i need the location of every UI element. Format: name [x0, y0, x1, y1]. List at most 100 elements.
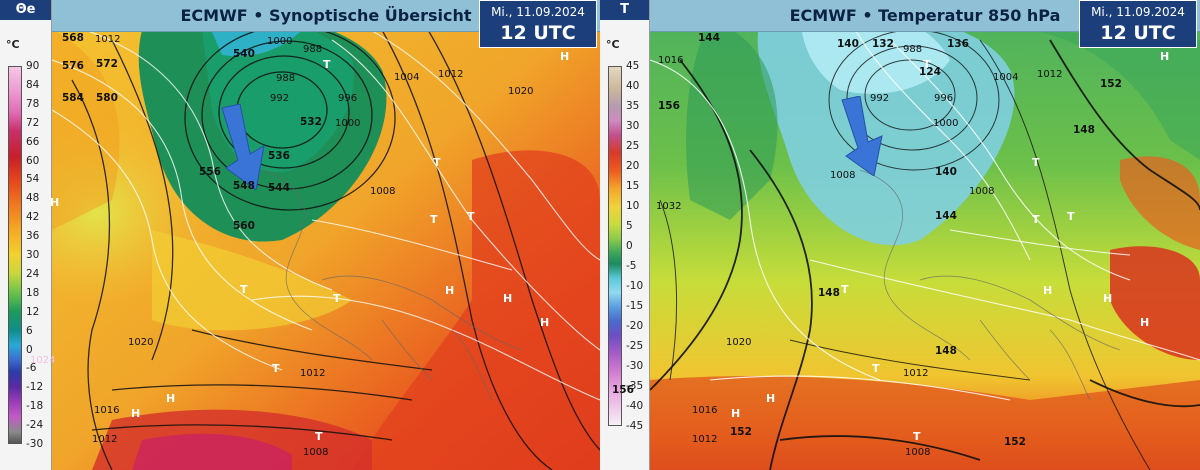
theta-e-scale: Θe °C 90 84 78 72 66 60 54 48 42 36 30 24 18 12 6 0 -6 -1…	[0, 0, 52, 470]
high-pressure-marker: H	[131, 407, 141, 420]
scale-tick-label: -18	[26, 400, 44, 413]
scale-tick-label: 30	[626, 120, 640, 132]
isobar-label: 1012	[300, 368, 326, 379]
geopotential-label: 536	[268, 150, 290, 162]
low-pressure-marker: T	[1067, 210, 1075, 223]
map-title: ECMWF • Synoptische Übersicht	[180, 6, 472, 25]
low-pressure-marker: T	[333, 292, 341, 305]
scale-tick-label: -20	[626, 320, 644, 332]
scale-tick-label: -30	[26, 438, 44, 450]
isobar-label: 988	[303, 44, 323, 55]
isobar-label: 996	[934, 93, 954, 104]
scale-tick-label: 30	[26, 249, 40, 261]
isobar-label: 1032	[656, 201, 682, 212]
low-pressure-marker: T	[315, 430, 323, 443]
geopotential-label: 152	[730, 426, 752, 438]
scale-tick-label: 5	[626, 220, 633, 232]
geopotential-label: 148	[1073, 124, 1095, 136]
scale-tick-label: -10	[626, 280, 644, 292]
high-pressure-marker: H	[445, 284, 455, 297]
isobar-label: 1000	[335, 118, 361, 129]
isobar-label: 1012	[1037, 69, 1063, 80]
low-pressure-marker: T	[240, 283, 248, 296]
scale-labels: 90 84 78 72 66 60 54 48 42 36 30 24 18 12 6 0 -6 -12 -18 -2…	[26, 60, 52, 450]
scale-tick-label: 36	[26, 230, 40, 243]
isobar-label: 992	[870, 93, 890, 104]
isobar-label: 1012	[95, 34, 121, 45]
geopotential-label: 544	[268, 182, 290, 194]
scale-tick-label: -5	[626, 260, 637, 272]
isobar-label: 1004	[394, 72, 420, 83]
scale-tick-label: 0	[626, 240, 633, 252]
scale-tick-label: 25	[626, 140, 640, 152]
isobar-label: 1012	[92, 434, 118, 445]
high-pressure-marker: H	[560, 50, 570, 63]
isobar-label: 1016	[692, 405, 718, 416]
isobar-label: 1020	[726, 337, 752, 348]
isobar-label: 1008	[370, 186, 396, 197]
isobar-label: 1016	[94, 405, 120, 416]
geopotential-label: 140	[837, 38, 859, 50]
flow-arrow-icon	[841, 96, 883, 176]
scale-tick-label: 48	[26, 192, 40, 205]
geopotential-label: 556	[199, 166, 221, 178]
scale-tick-label: 60	[26, 154, 40, 167]
scale-tick-label: 72	[26, 116, 40, 129]
isobar-label: 1020	[128, 337, 154, 348]
scale-tick-label: -30	[626, 360, 644, 372]
color-bar	[608, 66, 622, 426]
high-pressure-marker: H	[1160, 50, 1170, 63]
isobar-label: 1000	[933, 118, 959, 129]
scale-tick-label: 15	[626, 180, 640, 192]
scale-tick-label: 24	[26, 267, 40, 280]
high-pressure-marker: H	[540, 316, 550, 329]
geopotential-label: 156	[658, 100, 680, 112]
isobar-label: 1000	[267, 36, 293, 47]
geopotential-label: 152	[1004, 436, 1026, 448]
isobar-label: 1012	[692, 434, 718, 445]
color-bar	[8, 66, 22, 444]
scale-tick-label: 78	[26, 97, 40, 110]
date-time-box: Mi., 11.09.2024 12 UTC	[1079, 0, 1197, 48]
scale-tick-label: -6	[26, 362, 37, 375]
geopotential-label: 148	[935, 345, 957, 357]
geopotential-label: 136	[947, 38, 969, 50]
scale-tick-label: -15	[626, 300, 644, 312]
low-pressure-marker: T	[467, 210, 475, 223]
geopotential-label: 560	[233, 220, 255, 232]
low-pressure-marker: T	[1032, 156, 1040, 169]
geopotential-label: 584	[62, 92, 84, 104]
scale-tick-label: -25	[626, 340, 644, 352]
low-pressure-marker: T	[913, 430, 921, 443]
geopotential-label: 152	[1100, 78, 1122, 90]
high-pressure-marker: H	[1103, 292, 1113, 305]
isobar-label: 1008	[969, 186, 995, 197]
geopotential-label: 540	[233, 48, 255, 60]
scale-header: Θe	[0, 0, 51, 20]
low-pressure-marker: T	[272, 362, 280, 375]
scale-tick-label: -40	[626, 400, 644, 412]
isobar-label: 1008	[905, 447, 931, 458]
scale-tick-label: 6	[26, 324, 33, 337]
isobar-label: 1008	[830, 170, 856, 181]
scale-tick-label: 45	[626, 60, 640, 72]
scale-tick-label: 10	[626, 200, 640, 212]
date-label: Mi., 11.09.2024	[1091, 5, 1185, 19]
temperature-scale: T °C 45 40 35 30 25 20 15 10 5 0 -5 -10 -15 -20 -25 -30…	[600, 0, 650, 470]
time-label: 12 UTC	[500, 22, 576, 44]
scale-tick-label: -24	[26, 419, 44, 432]
geopotential-label: 144	[935, 210, 957, 222]
low-pressure-marker: T	[923, 58, 931, 71]
geopotential-label: 548	[233, 180, 255, 192]
scale-tick-label: 12	[26, 305, 40, 318]
geopotential-label: 580	[96, 92, 118, 104]
scale-tick-label: 18	[26, 286, 40, 299]
time-label: 12 UTC	[1100, 22, 1176, 44]
isobar-label: 1012	[903, 368, 929, 379]
low-pressure-marker: T	[430, 213, 438, 226]
isobar-label: 996	[338, 93, 358, 104]
isobar-label: 988	[276, 73, 296, 84]
low-pressure-marker: T	[841, 283, 849, 296]
isobar-label: 1020	[508, 86, 534, 97]
synoptic-panel: Θe °C 90 84 78 72 66 60 54 48 42 36 30 24 18 12 6 0 -6 -1…	[0, 0, 600, 470]
